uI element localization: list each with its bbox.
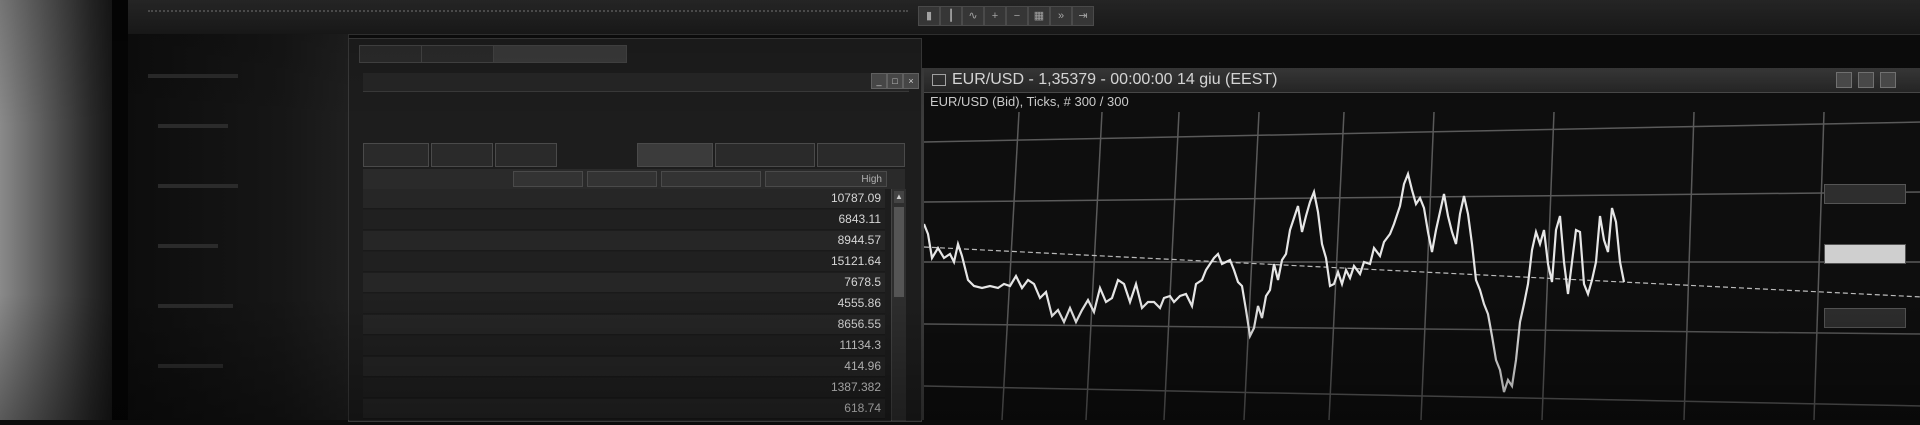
high-cell: 6843.11: [838, 212, 882, 226]
index-tabs: [363, 143, 905, 167]
index-tab[interactable]: [495, 143, 557, 167]
table-row[interactable]: 11134.3: [363, 336, 885, 356]
tree-item[interactable]: [158, 304, 233, 308]
table-row[interactable]: 4555.86: [363, 294, 885, 314]
grid-line: [923, 121, 1920, 143]
chart-grid: [923, 111, 1920, 421]
close-icon[interactable]: ×: [903, 73, 919, 89]
chart-line-icon[interactable]: ∿: [962, 6, 984, 26]
bid-price-line: [923, 246, 1920, 298]
table-row[interactable]: 10787.09: [363, 189, 885, 209]
price-series-line: [922, 170, 1626, 393]
table-row[interactable]: 7678.5: [363, 273, 885, 293]
column-header[interactable]: [661, 171, 761, 187]
high-cell: 8944.57: [837, 233, 881, 247]
index-tab[interactable]: [363, 143, 429, 167]
navigator-panel: [128, 34, 349, 420]
column-header[interactable]: [513, 171, 583, 187]
price-level-tag: [1824, 308, 1906, 328]
minimize-icon[interactable]: _: [871, 73, 887, 89]
scrollbar[interactable]: ▲: [891, 189, 906, 421]
autoscroll-icon[interactable]: »: [1050, 6, 1072, 26]
zoom-in-icon[interactable]: +: [984, 6, 1006, 26]
high-cell: 7678.5: [844, 275, 881, 289]
minimize-icon[interactable]: [1836, 72, 1852, 88]
panel-tab[interactable]: [359, 45, 423, 63]
tree-item[interactable]: [158, 364, 223, 368]
chart-subtitle: EUR/USD (Bid), Ticks, # 300 / 300: [930, 94, 1129, 109]
grid-line: [1683, 111, 1695, 421]
grid-line: [1420, 111, 1435, 421]
high-cell: 15121.64: [830, 254, 881, 268]
table-row[interactable]: 1387.382: [363, 378, 885, 398]
grid-line: [1085, 111, 1103, 421]
scrollbar-thumb[interactable]: [894, 207, 904, 297]
monitor-bezel: [0, 0, 120, 420]
high-cell: 11134.3: [839, 338, 881, 352]
monitor-edge: [112, 0, 128, 420]
tree-item[interactable]: [148, 74, 238, 78]
chart-window: EUR/USD - 1,35379 - 00:00:00 14 giu (EES…: [922, 68, 1920, 421]
tree-item[interactable]: [158, 184, 238, 188]
chart-title-bar: EUR/USD - 1,35379 - 00:00:00 14 giu (EES…: [924, 68, 1920, 93]
table-row[interactable]: 414.96: [363, 357, 885, 377]
table-header: High: [363, 169, 905, 189]
high-cell: 618.74: [844, 401, 881, 415]
tree-item[interactable]: [158, 244, 218, 248]
index-tab[interactable]: [817, 143, 905, 167]
panel-title-bar: [363, 73, 909, 92]
grid-line: [1001, 111, 1020, 421]
grid-line: [1813, 111, 1825, 421]
index-tab[interactable]: [715, 143, 815, 167]
grid-line: [923, 385, 1920, 407]
table-row[interactable]: 15121.64: [363, 252, 885, 272]
chart-bars-icon[interactable]: ▮: [918, 6, 940, 26]
panel-tab[interactable]: [421, 45, 495, 63]
tile-icon[interactable]: ▦: [1028, 6, 1050, 26]
close-icon[interactable]: [1880, 72, 1896, 88]
tick-chart: [922, 111, 1920, 421]
table-row[interactable]: 618.74: [363, 399, 885, 419]
current-price-tag: [1824, 244, 1906, 264]
high-cell: 10787.09: [830, 191, 881, 205]
high-cell: 1387.382: [830, 380, 881, 394]
maximize-icon[interactable]: □: [887, 73, 903, 89]
tree-item[interactable]: [158, 124, 228, 128]
index-tab-active[interactable]: [637, 143, 713, 167]
chart-shift-icon[interactable]: ⇥: [1072, 6, 1094, 26]
high-cell: 4555.86: [837, 296, 881, 310]
chart-candle-icon[interactable]: ┃: [940, 6, 962, 26]
grid-line: [1328, 111, 1345, 421]
chart-window-title: EUR/USD - 1,35379 - 00:00:00 14 giu (EES…: [952, 71, 1278, 88]
index-tab[interactable]: [431, 143, 493, 167]
scroll-up-icon[interactable]: ▲: [894, 191, 904, 203]
zoom-out-icon[interactable]: −: [1006, 6, 1028, 26]
grid-line: [1163, 111, 1180, 421]
high-cell: 414.96: [844, 359, 881, 373]
high-cell: 8656.55: [837, 317, 881, 331]
chart-window-icon: [932, 74, 946, 86]
maximize-icon[interactable]: [1858, 72, 1874, 88]
market-watch-panel: _ □ × High 10787.09 6843.11 8944.57 1512…: [348, 38, 922, 422]
column-header-high[interactable]: High: [765, 171, 887, 187]
quotes-table: High 10787.09 6843.11 8944.57 15121.64 7…: [363, 169, 906, 421]
grid-line: [923, 323, 1920, 335]
table-row[interactable]: 8656.55: [363, 315, 885, 335]
price-level-tag: [1824, 184, 1906, 204]
table-row[interactable]: 8944.57: [363, 231, 885, 251]
column-header[interactable]: [587, 171, 657, 187]
panel-tab-active[interactable]: [493, 45, 627, 63]
toolbar-menu-strip: [148, 10, 908, 20]
table-row[interactable]: 6843.11: [363, 210, 885, 230]
table-body: 10787.09 6843.11 8944.57 15121.64 7678.5…: [363, 189, 885, 421]
grid-line: [923, 191, 1920, 203]
grid-line: [1243, 111, 1260, 421]
chart-plot-area[interactable]: [922, 111, 1920, 421]
toolbar: ▮ ┃ ∿ + − ▦ » ⇥: [128, 0, 1920, 35]
